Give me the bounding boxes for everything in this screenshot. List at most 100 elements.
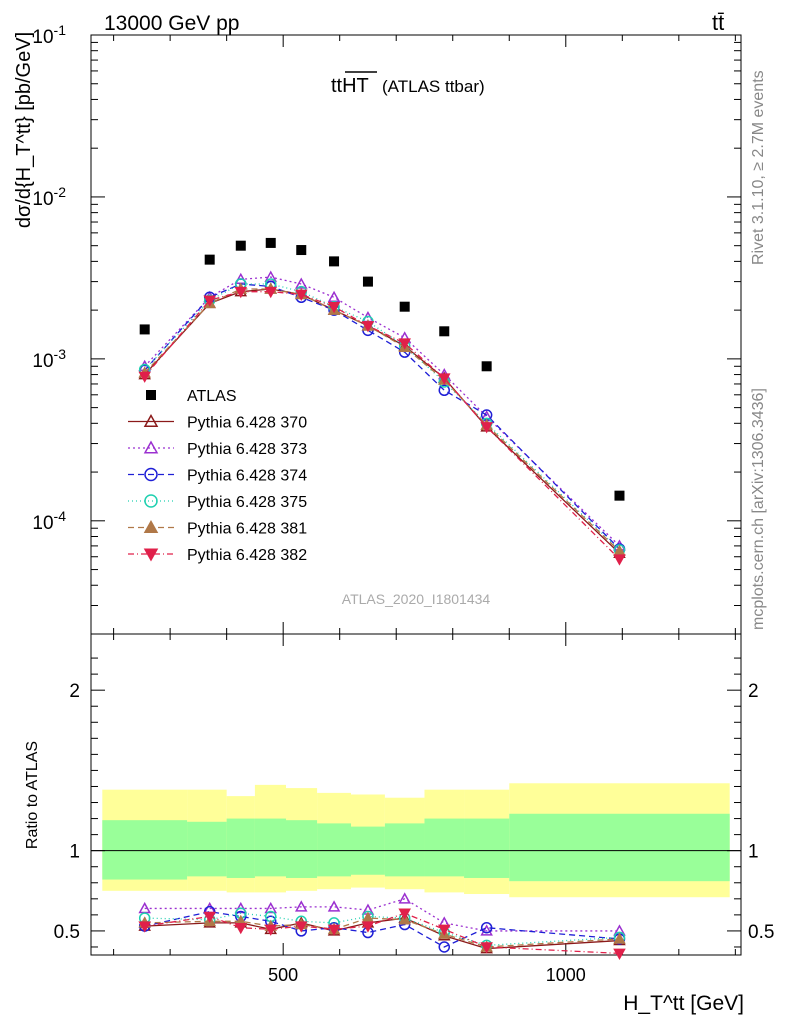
side-label-mcplots: mcplots.cern.ch [arXiv:1306.3436] [750,388,767,630]
series-point-top [264,286,278,299]
series-point-ratio [438,941,451,953]
legend-entry: Pythia 6.428 381 [128,519,307,538]
series-point-ratio [294,921,308,933]
series-point-ratio [398,892,411,904]
ratio-uncertainty-bands [91,783,741,898]
series-point-ratio [398,908,411,920]
legend-entry: Pythia 6.428 370 [128,413,307,432]
series-point-top [398,338,411,350]
series-point-ratio [327,900,341,912]
series-point-top [361,321,375,333]
y-tick-label-bottom: 2 [69,681,80,702]
series-point-top [327,290,341,303]
legend-entry: ATLAS [146,388,237,405]
series-point-ratio [264,901,278,914]
series-point-ratio [437,924,451,936]
inner-band-segment [384,823,425,877]
series-point-ratio [294,900,308,912]
series-line-ratio [144,917,620,950]
series-point-top [234,286,248,299]
series-point-ratio [613,948,626,960]
series-line-ratio [144,911,620,948]
legend-label: Pythia 6.428 375 [187,494,307,511]
legend-label: Pythia 6.428 374 [187,468,307,485]
side-label-rivet: Rivet 3.1.10, ≥ 2.7M events [750,70,767,265]
series-line-ratio [144,898,620,932]
y-tick-label-bottom-right: 1 [748,842,759,863]
y-tick-label-top: 10-3 [32,346,66,372]
series-point-top [203,295,216,307]
x-tick-label: 500 [268,965,298,985]
legend-label: Pythia 6.428 382 [187,547,307,564]
y-axis-label-top: dσ/d{H_T^tt} [pb/GeV] [13,32,35,228]
y-tick-label-bottom: 1 [69,842,80,863]
legend-label: Pythia 6.428 370 [187,415,307,432]
plot-title: ttHT [331,75,369,97]
series-point-ratio [234,922,248,935]
x-axis-label: H_T^tt [GeV] [623,992,744,1015]
data-point [399,301,410,312]
header-right: tt̄ [712,10,724,35]
y-tick-label-bottom-right: 2 [748,681,759,702]
data-point [296,245,307,256]
legend-marker [144,467,158,482]
series-point-top [480,422,493,434]
top-panel-frame [90,34,742,635]
series-point-top [437,373,451,385]
data-point [139,324,150,335]
data-point [329,256,340,267]
series-point-ratio [361,921,375,933]
series-line-top [144,291,620,560]
legend-entry: Pythia 6.428 375 [128,494,307,511]
series-point-top [613,554,626,566]
legend-marker [143,440,159,454]
inner-band-segment [226,818,255,878]
y-tick-label-top: 10-2 [32,184,66,210]
y-tick-label-bottom-right: 0.5 [748,922,774,943]
plot-subtitle: (ATLAS ttbar) [382,77,485,96]
series-point-top [438,384,451,397]
watermark: ATLAS_2020_I1801434 [342,591,491,607]
y-axis-label-bottom: Ratio to ATLAS [24,741,41,849]
inner-band-segment [424,818,465,877]
data-point [204,254,215,265]
inner-band-segment [317,823,351,877]
series-line-top [144,283,620,550]
legend-label: ATLAS [187,388,237,405]
inner-band-segment [464,818,510,878]
y-tick-label-top: 10-4 [32,508,66,534]
series-point-top [327,301,341,314]
inner-band-segment [286,820,318,878]
legend-label: Pythia 6.428 373 [187,441,307,458]
legend-label: Pythia 6.428 381 [187,521,307,538]
series-point-ratio [480,942,493,954]
legend-marker [143,519,159,534]
x-tick-label: 1000 [546,965,586,985]
legend-marker [143,548,159,562]
legend-entry: Pythia 6.428 382 [128,547,307,564]
y-tick-label-bottom: 0.5 [54,922,80,943]
series-point-ratio [327,924,341,936]
data-point [481,361,492,372]
legend: ATLAS Pythia 6.428 370 Pythia 6.428 373 Pyt… [128,388,307,564]
data-group [139,237,625,501]
series-point-ratio [203,911,216,924]
series-point-ratio [480,924,493,936]
series-point-ratio [264,924,278,936]
data-point [235,240,246,251]
data-point [265,237,276,248]
series-point-top [138,371,151,383]
series-point-ratio [613,932,626,944]
data-point [362,276,373,287]
series-point-ratio [138,921,151,933]
y-tick-label-top: 10-1 [32,22,66,48]
inner-band-segment [187,821,227,877]
header-left: 13000 GeV pp [104,12,239,35]
legend-marker [146,390,156,400]
data-point [614,490,625,501]
bottom-panel-frame [90,633,742,956]
series-point-ratio [480,921,493,934]
series-layer [138,237,626,960]
data-point [439,326,450,337]
